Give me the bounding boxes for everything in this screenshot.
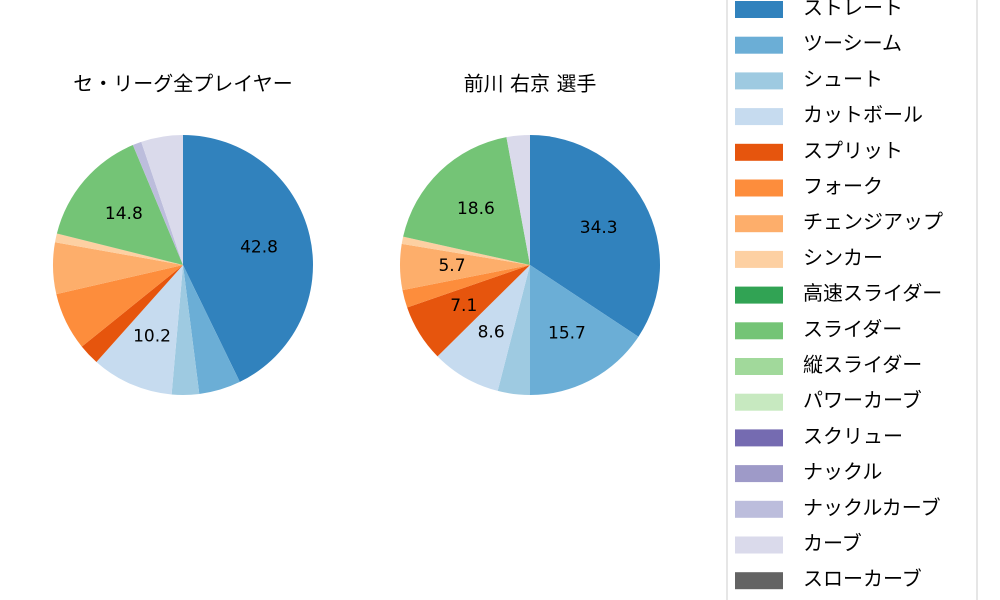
legend-label: カーブ (803, 531, 862, 555)
legend-label: フォーク (803, 174, 883, 198)
data-label: 18.6 (457, 199, 495, 219)
legend-swatch (735, 286, 783, 304)
legend-label: ツーシーム (803, 31, 902, 55)
legend-swatch (735, 36, 783, 54)
legend-swatch (735, 143, 783, 161)
legend-swatch (735, 572, 783, 590)
legend-label: パワーカーブ (803, 388, 922, 412)
pie-slice (171, 265, 200, 395)
pie-slice (506, 135, 530, 265)
pie-slice (52, 242, 183, 295)
pie-slice (56, 145, 183, 265)
data-label: 14.8 (105, 204, 143, 224)
data-label: 34.3 (580, 218, 618, 238)
pie-slice (497, 265, 530, 395)
pie-slice (183, 265, 240, 394)
legend-swatch (735, 322, 783, 340)
legend-swatch (735, 465, 783, 483)
legend-label: スプリット (803, 138, 903, 162)
legend-swatch (735, 1, 783, 18)
legend-box (726, 0, 978, 600)
legend-label: シュート (803, 67, 883, 91)
pie-slice (183, 135, 313, 382)
data-label: 42.8 (240, 238, 278, 258)
data-label: 7.1 (450, 296, 477, 316)
legend-label: スライダー (803, 317, 902, 341)
data-label: 10.2 (133, 327, 171, 347)
legend-swatch (735, 179, 783, 197)
pie-slice (437, 265, 530, 391)
legend-swatch (735, 500, 783, 518)
legend-label: ナックルカーブ (803, 495, 941, 519)
legend-swatch (735, 250, 783, 268)
legend-swatch (735, 393, 783, 411)
chart-title: 前川 右京 選手 (464, 72, 597, 96)
legend-label: カットボール (803, 103, 923, 127)
legend-label: チェンジアップ (803, 210, 943, 234)
pie-slice (402, 265, 530, 308)
data-label: 8.6 (478, 323, 505, 343)
legend-swatch (735, 72, 783, 90)
legend-label: スローカーブ (803, 567, 922, 591)
pie-slice (407, 265, 530, 357)
legend-label: 高速スライダー (803, 281, 942, 305)
pie-slice (403, 137, 530, 265)
pie-slice (400, 243, 530, 291)
data-label: 5.7 (438, 256, 465, 276)
pie-slice (530, 265, 639, 395)
legend-swatch (735, 108, 783, 126)
legend-swatch (735, 536, 783, 554)
pie-slice (401, 236, 530, 265)
pie-slice (81, 265, 183, 362)
data-label: 15.7 (548, 324, 586, 344)
pie-slice (530, 135, 660, 337)
legend-label: ストレート (803, 0, 903, 20)
legend-swatch (735, 358, 783, 375)
pie-slice (132, 141, 183, 265)
pie-slice (96, 265, 183, 395)
pie-slice (56, 265, 183, 347)
legend-swatch (735, 429, 783, 447)
legend-label: 縦スライダー (803, 353, 922, 377)
legend-label: ナックル (803, 460, 882, 484)
pie-slice (55, 233, 183, 265)
chart-title: セ・リーグ全プレイヤー (73, 72, 292, 96)
legend-swatch (735, 215, 783, 233)
legend-label: スクリュー (803, 424, 903, 448)
pie-slice (141, 135, 183, 265)
legend-label: シンカー (803, 245, 883, 269)
